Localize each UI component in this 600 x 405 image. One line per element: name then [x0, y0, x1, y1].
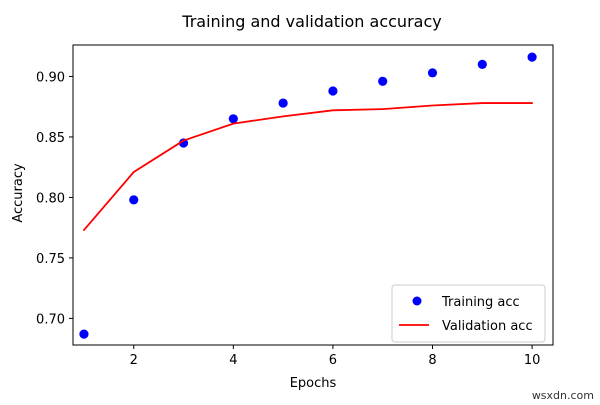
training-point — [378, 76, 388, 86]
x-tick-label: 4 — [229, 353, 237, 368]
training-point — [427, 68, 438, 78]
training-point — [328, 86, 338, 96]
chart-title: Training and validation accuracy — [181, 12, 441, 31]
y-axis-label: Accuracy — [11, 163, 26, 223]
y-tick-label: 0.80 — [36, 191, 65, 206]
x-tick-label: 2 — [130, 353, 138, 368]
y-tick-label: 0.75 — [36, 252, 65, 267]
training-point — [278, 98, 288, 108]
x-axis: 2 4 6 8 10 — [130, 345, 541, 368]
y-tick-label: 0.90 — [36, 70, 65, 85]
training-point — [129, 195, 139, 205]
plot-frame — [72, 44, 554, 346]
x-tick-label: 6 — [329, 353, 337, 368]
plot-area — [72, 44, 554, 346]
y-axis: 0.70 0.75 0.80 0.85 0.90 — [36, 70, 73, 327]
legend: Training acc Validation acc — [391, 284, 546, 343]
series-validation-line — [83, 102, 533, 231]
training-point — [228, 114, 238, 124]
training-point — [527, 52, 537, 62]
x-axis-label: Epochs — [290, 376, 337, 391]
training-point — [477, 59, 487, 69]
legend-validation-label: Validation acc — [442, 319, 533, 334]
legend-training-marker — [412, 296, 422, 306]
series-layer — [79, 52, 537, 339]
legend-box — [391, 284, 546, 343]
y-tick-label: 0.85 — [36, 131, 65, 146]
x-tick-label: 10 — [524, 353, 541, 368]
training-point — [79, 329, 89, 339]
y-tick-label: 0.70 — [36, 312, 65, 327]
watermark-text: wsxdn.com — [531, 389, 594, 402]
x-tick-label: 8 — [428, 353, 436, 368]
legend-training-label: Training acc — [441, 295, 520, 310]
